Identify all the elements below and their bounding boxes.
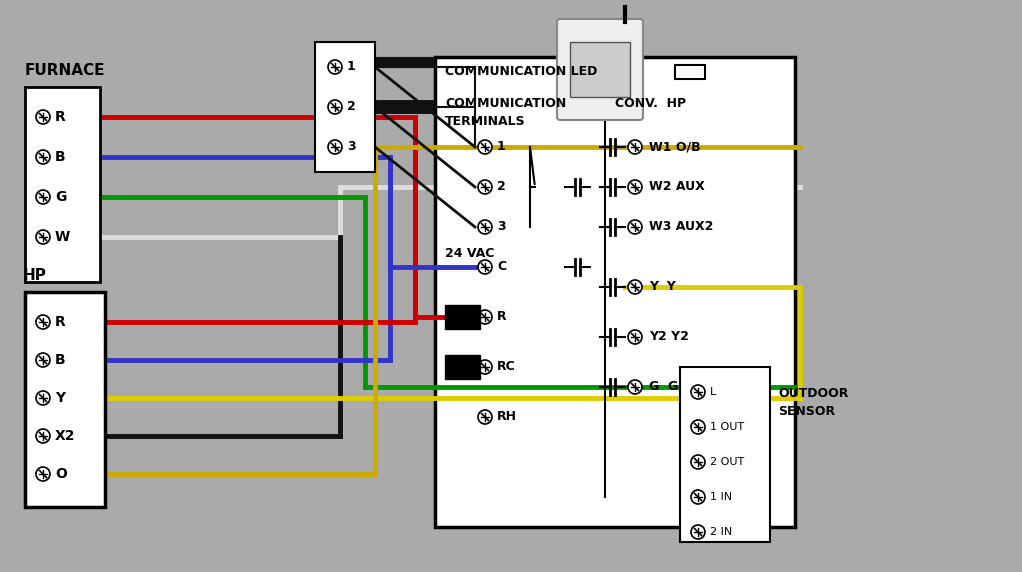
Text: W3 AUX2: W3 AUX2	[649, 220, 713, 233]
Text: W1 O/B: W1 O/B	[649, 141, 701, 153]
Text: TERMINALS: TERMINALS	[445, 115, 525, 128]
Text: CONV.  HP: CONV. HP	[615, 97, 686, 110]
Circle shape	[328, 60, 342, 74]
Circle shape	[36, 429, 50, 443]
Circle shape	[628, 220, 642, 234]
Text: 2: 2	[347, 101, 356, 113]
Text: RH: RH	[497, 411, 517, 423]
Text: G: G	[55, 190, 66, 204]
Circle shape	[36, 391, 50, 405]
FancyBboxPatch shape	[680, 367, 770, 542]
Circle shape	[478, 140, 492, 154]
Circle shape	[328, 100, 342, 114]
Circle shape	[628, 140, 642, 154]
Text: C: C	[497, 260, 506, 273]
Text: 2 OUT: 2 OUT	[710, 457, 744, 467]
Circle shape	[36, 315, 50, 329]
Circle shape	[691, 525, 705, 539]
FancyBboxPatch shape	[570, 42, 630, 97]
Text: W2 AUX: W2 AUX	[649, 181, 705, 193]
Text: 1 IN: 1 IN	[710, 492, 732, 502]
Text: 1: 1	[347, 61, 356, 73]
Circle shape	[478, 410, 492, 424]
Text: SENSOR: SENSOR	[778, 405, 835, 418]
Text: W: W	[55, 230, 71, 244]
Text: 3: 3	[347, 141, 356, 153]
Circle shape	[628, 180, 642, 194]
Circle shape	[478, 180, 492, 194]
Circle shape	[691, 385, 705, 399]
Text: 1: 1	[497, 141, 506, 153]
Text: R: R	[55, 315, 65, 329]
Text: G  G: G G	[649, 380, 679, 394]
Circle shape	[36, 190, 50, 204]
Circle shape	[328, 140, 342, 154]
FancyBboxPatch shape	[445, 355, 480, 379]
Text: B: B	[55, 353, 65, 367]
FancyBboxPatch shape	[445, 305, 480, 329]
FancyBboxPatch shape	[435, 57, 795, 527]
FancyBboxPatch shape	[25, 292, 105, 507]
Text: R: R	[55, 110, 65, 124]
Circle shape	[36, 230, 50, 244]
Text: 3: 3	[497, 220, 506, 233]
Circle shape	[628, 280, 642, 294]
Circle shape	[36, 150, 50, 164]
Text: FURNACE: FURNACE	[25, 63, 105, 78]
Text: COMMUNICATION: COMMUNICATION	[445, 97, 566, 110]
FancyBboxPatch shape	[25, 87, 100, 282]
Circle shape	[691, 420, 705, 434]
Text: OUTDOOR: OUTDOOR	[778, 387, 848, 400]
Text: B: B	[55, 150, 65, 164]
Circle shape	[691, 455, 705, 469]
Circle shape	[691, 490, 705, 504]
Circle shape	[36, 467, 50, 481]
Circle shape	[478, 260, 492, 274]
Text: 2 IN: 2 IN	[710, 527, 732, 537]
Text: X2: X2	[55, 429, 76, 443]
Circle shape	[628, 330, 642, 344]
Circle shape	[478, 310, 492, 324]
Circle shape	[478, 220, 492, 234]
Text: R: R	[497, 311, 507, 324]
FancyBboxPatch shape	[557, 19, 643, 120]
Circle shape	[36, 353, 50, 367]
Text: L: L	[710, 387, 716, 397]
FancyBboxPatch shape	[675, 65, 705, 79]
Text: COMMUNICATION LED: COMMUNICATION LED	[445, 65, 598, 78]
Text: Y  Y: Y Y	[649, 280, 676, 293]
Text: 1 OUT: 1 OUT	[710, 422, 744, 432]
Circle shape	[36, 110, 50, 124]
Text: Y: Y	[55, 391, 65, 405]
Circle shape	[478, 360, 492, 374]
Circle shape	[628, 380, 642, 394]
Text: O: O	[55, 467, 66, 481]
Text: RC: RC	[497, 360, 516, 374]
Text: Y2 Y2: Y2 Y2	[649, 331, 689, 344]
Text: 24 VAC: 24 VAC	[445, 247, 495, 260]
Text: HP: HP	[24, 268, 47, 283]
Text: 2: 2	[497, 181, 506, 193]
FancyBboxPatch shape	[315, 42, 375, 172]
